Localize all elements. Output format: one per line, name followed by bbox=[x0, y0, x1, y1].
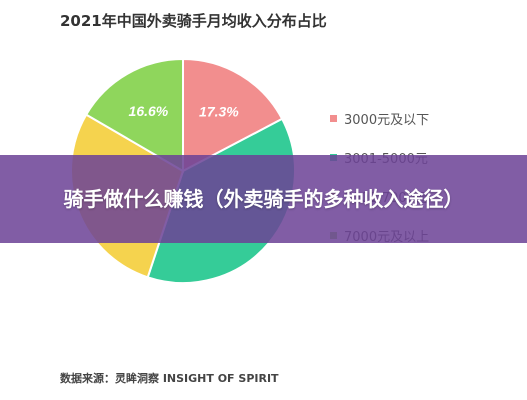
legend-label-0: 3000元及以下 bbox=[344, 112, 430, 128]
chart-title: 2021年中国外卖骑手月均收入分布占比 bbox=[60, 12, 327, 30]
slice-label-0: 17.3% bbox=[199, 104, 239, 120]
title-banner: 骑手做什么赚钱（外卖骑手的多种收入途径） bbox=[0, 155, 527, 243]
legend-item-0: 3000元及以下 bbox=[330, 110, 430, 128]
legend-swatch-0 bbox=[330, 114, 337, 122]
data-source: 数据来源：灵眸洞察 INSIGHT OF SPIRIT bbox=[60, 372, 279, 385]
pie-slice-0 bbox=[182, 57, 284, 173]
slice-label-3: 16.6% bbox=[129, 103, 169, 119]
banner-title: 骑手做什么赚钱（外卖骑手的多种收入途径） bbox=[63, 186, 464, 211]
pie-slice-3 bbox=[84, 57, 184, 173]
